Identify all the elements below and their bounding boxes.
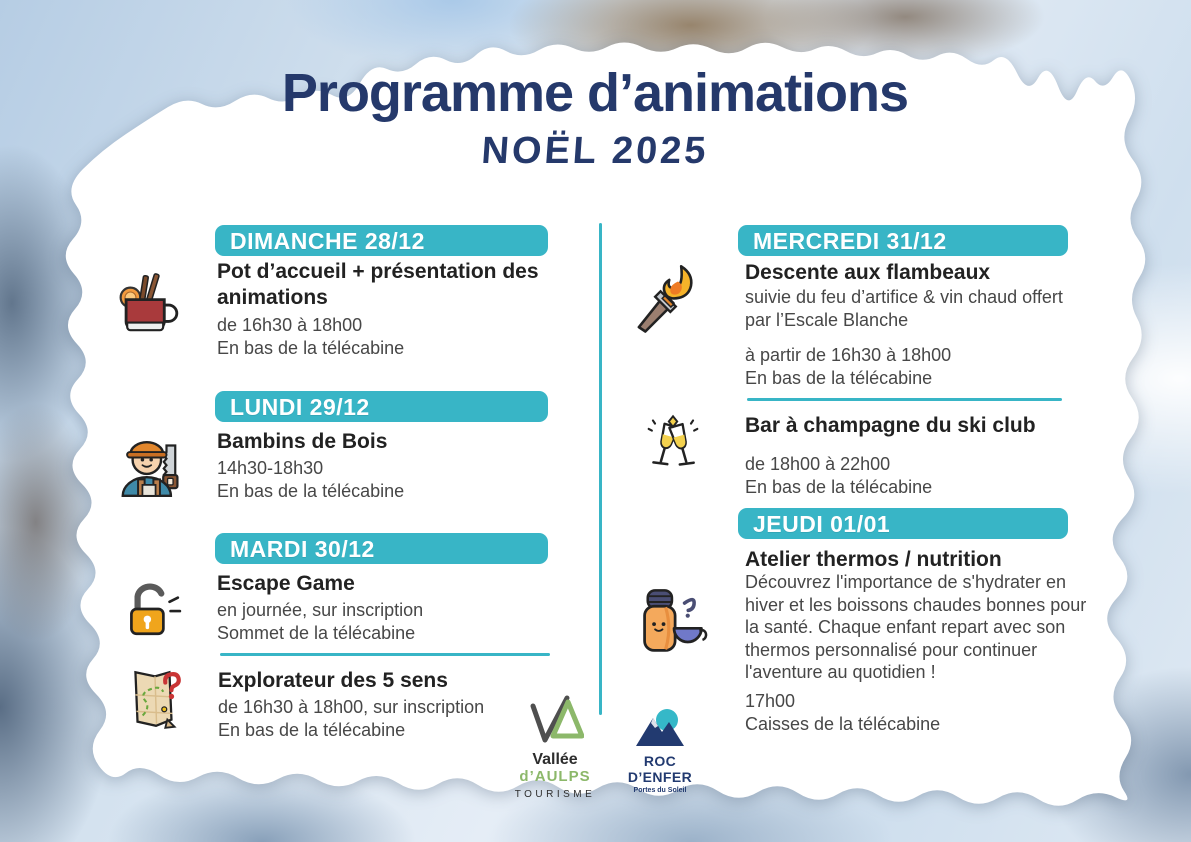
day-banner-mardi: MARDI 30/12 (215, 533, 548, 564)
day-banner-lundi: LUNDI 29/12 (215, 391, 548, 422)
vallee-aulps-tourisme-logo: Vallée d’AULPS TOURISME (503, 694, 607, 800)
event-time: 17h00 (745, 691, 796, 711)
event-divider (747, 398, 1062, 401)
mulled-wine-icon (114, 268, 184, 340)
event-title: Pot d’accueil + présentation des animati… (217, 260, 539, 309)
event-place: En bas de la télécabine (745, 367, 933, 388)
event-details: de 16h30 à 18h00, sur inscription En bas… (218, 696, 484, 741)
page-subtitle: NOËL 2025 (480, 130, 710, 172)
event-time: 14h30-18h30 (217, 458, 324, 478)
event-divider (220, 653, 550, 656)
day-banner-mercredi: MERCREDI 31/12 (738, 225, 1068, 256)
event-title: Bambins de Bois (217, 430, 388, 453)
event-time: de 18h00 à 22h00 (745, 454, 891, 474)
event-details: en journée, sur inscription Sommet de la… (217, 599, 423, 644)
event-place: Caisses de la télécabine (745, 713, 941, 734)
champagne-glasses-icon (638, 412, 708, 486)
day-banner-jeudi: JEUDI 01/01 (738, 508, 1068, 539)
roc-denfer-logo-icon (636, 709, 684, 746)
logo-text: d’AULPS (519, 768, 591, 785)
thermos-icon (634, 582, 712, 662)
logo-tagline: Portes du Soleil (633, 787, 687, 794)
event-place: En bas de la télécabine (218, 719, 406, 740)
event-place: En bas de la télécabine (217, 337, 405, 358)
event-details: 14h30-18h30 En bas de la télécabine (217, 457, 404, 502)
event-place: En bas de la télécabine (745, 476, 933, 497)
event-title: Atelier thermos / nutrition (745, 548, 1002, 571)
event-place: Sommet de la télécabine (217, 622, 416, 643)
event-details: de 18h00 à 22h00 En bas de la télécabine (745, 453, 932, 498)
event-details: 17h00 Caisses de la télécabine (745, 690, 940, 735)
lumberjack-icon (114, 428, 184, 498)
event-time: de 16h30 à 18h00 (217, 315, 363, 335)
event-details: de 16h30 à 18h00 En bas de la télécabine (217, 314, 404, 359)
roc-denfer-logo: ROC D’ENFER Portes du Soleil (612, 706, 708, 794)
logo-text: ROC D’ENFER (627, 753, 693, 785)
padlock-icon (118, 576, 184, 642)
page-title: Programme d’animations (281, 63, 909, 123)
event-place: En bas de la télécabine (217, 480, 405, 501)
day-banner-dimanche: DIMANCHE 28/12 (215, 225, 548, 256)
treasure-map-icon (122, 664, 188, 734)
logo-text: TOURISME (514, 789, 596, 800)
event-title: Descente aux flambeaux (745, 261, 991, 284)
event-title: Bar à champagne du ski club (745, 414, 1036, 437)
event-time: en journée, sur inscription (217, 600, 424, 620)
torch-icon (628, 262, 704, 338)
event-time: de 16h30 à 18h00, sur inscription (218, 697, 485, 717)
logo-text: Vallée (532, 751, 578, 768)
event-title: Escape Game (217, 572, 355, 595)
event-title: Explorateur des 5 sens (218, 669, 448, 692)
event-description: Découvrez l'importance de s'hydrater en … (745, 572, 1087, 682)
event-details: à partir de 16h30 à 18h00 En bas de la t… (745, 344, 951, 389)
vallee-aulps-logo-icon (530, 695, 585, 743)
event-description: suivie du feu d’artifice & vin chaud off… (745, 287, 1063, 330)
event-time: à partir de 16h30 à 18h00 (745, 345, 952, 365)
column-divider (599, 223, 602, 715)
